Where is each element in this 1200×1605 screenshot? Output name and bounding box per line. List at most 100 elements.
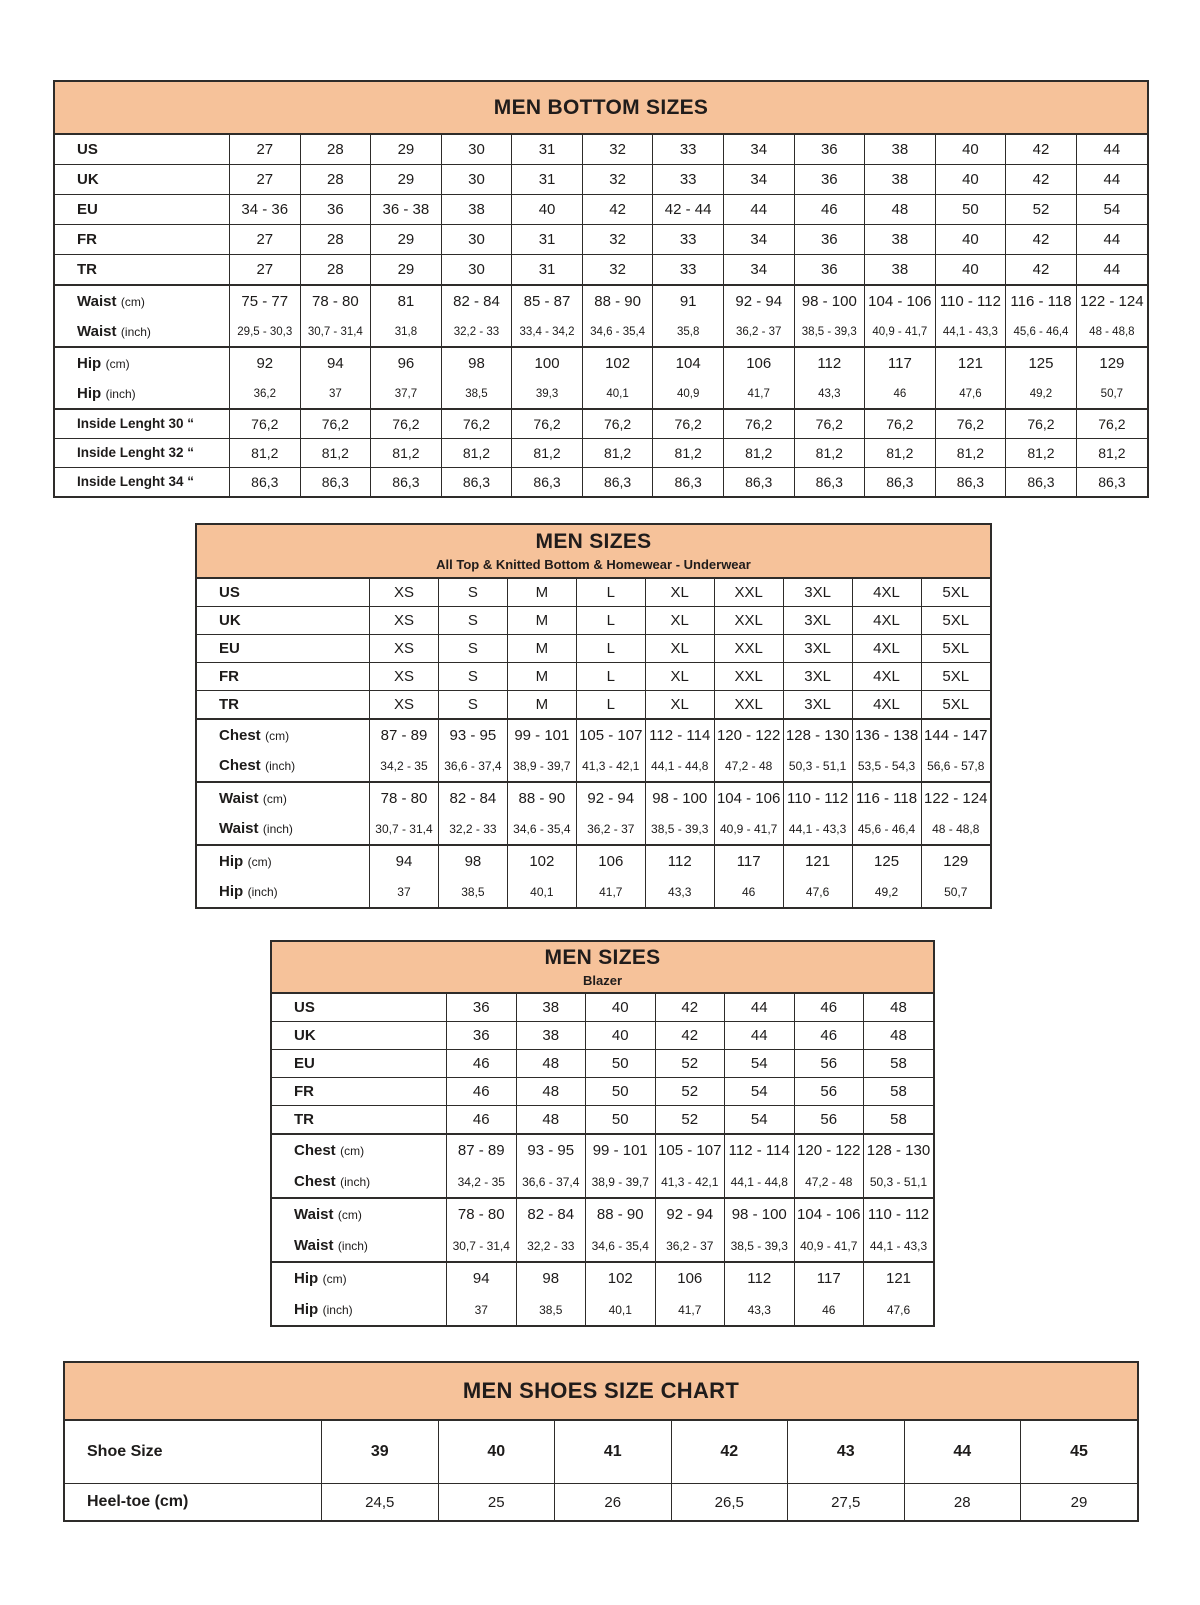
- cell-value: 42: [654, 994, 725, 1022]
- cell-value: 48: [863, 994, 933, 1022]
- cell-value: 34,2 - 35: [369, 751, 439, 782]
- cell-value: 34,6 - 35,4: [506, 814, 577, 845]
- row-label-text: Inside Lenght 30 “: [77, 416, 195, 431]
- cell-value: 44: [1075, 164, 1147, 195]
- cell-value: 34: [722, 164, 794, 195]
- cell-value: XS: [369, 634, 439, 663]
- cell-value: 36: [793, 254, 865, 285]
- cell-value: XS: [369, 606, 439, 635]
- row-label-unit: (inch): [120, 324, 151, 339]
- cell-value: 43: [787, 1421, 904, 1484]
- cell-value: 81,2: [511, 438, 583, 468]
- cell-value: XXL: [713, 634, 784, 663]
- cell-value: 31: [511, 254, 583, 285]
- cell-value: 54: [724, 1049, 794, 1078]
- cell-value: 28: [299, 164, 371, 195]
- cell-value: 44,1 - 44,8: [724, 1166, 794, 1198]
- cell-value: 43,3: [644, 877, 715, 907]
- row-label: Heel-toe (cm): [65, 1483, 322, 1520]
- cell-value: 36,6 - 37,4: [515, 1166, 586, 1198]
- cell-value: 88 - 90: [506, 781, 577, 814]
- cell-value: 54: [724, 1077, 794, 1106]
- cell-value: 98: [515, 1261, 586, 1294]
- cell-value: 38,9 - 39,7: [585, 1166, 655, 1198]
- cell-value: S: [437, 690, 508, 719]
- cell-value: 44: [1075, 224, 1147, 255]
- table-row-fr: FR 27 28 29 30 31 32 33 34 36 38 40 42 44: [55, 224, 1147, 255]
- cell-value: 136 - 138: [851, 718, 921, 751]
- cell-value: 40: [934, 164, 1006, 195]
- cell-value: 94: [299, 346, 371, 379]
- cell-value: 44,1 - 43,3: [782, 814, 853, 845]
- cell-value: 34,2 - 35: [446, 1166, 516, 1198]
- cell-value: 38: [864, 254, 936, 285]
- table-row-tr: TR 46 48 50 52 54 56 58: [272, 1105, 933, 1134]
- row-label: US: [55, 135, 230, 165]
- row-label: Chest (inch): [197, 751, 370, 782]
- cell-value: 47,2 - 48: [713, 751, 784, 782]
- cell-value: 40: [511, 194, 583, 225]
- cell-value: 33: [652, 224, 724, 255]
- cell-value: 81,2: [440, 438, 512, 468]
- table-body: Shoe Size 39 40 41 42 43 44 45 Heel-toe (cm) 24,5…: [65, 1421, 1137, 1520]
- cell-value: 58: [863, 1077, 933, 1106]
- cell-value: 47,6: [934, 379, 1006, 409]
- table-row-waist-cm: Waist (cm) 78 - 80 82 - 84 88 - 90 92 - 94 98…: [197, 781, 990, 814]
- cell-value: 38,5: [440, 379, 512, 409]
- cell-value: 31: [511, 164, 583, 195]
- cell-value: 52: [654, 1105, 725, 1134]
- cell-value: 32: [581, 135, 653, 165]
- cell-value: 38: [864, 135, 936, 165]
- cell-value: 104 - 106: [793, 1197, 864, 1230]
- row-label-unit: (inch): [262, 822, 293, 836]
- cell-value: 129: [1075, 346, 1147, 379]
- cell-value: 29,5 - 30,3: [229, 317, 301, 347]
- table-row-us: US XS S M L XL XXL 3XL 4XL 5XL: [197, 579, 990, 607]
- cell-value: 32: [581, 224, 653, 255]
- cell-value: 94: [446, 1261, 516, 1294]
- cell-value: 27: [229, 224, 301, 255]
- cell-value: 76,2: [1075, 408, 1147, 439]
- cell-value: 44: [722, 194, 794, 225]
- cell-value: 93 - 95: [515, 1133, 586, 1166]
- cell-value: 56,6 - 57,8: [920, 751, 990, 782]
- cell-value: XS: [369, 662, 439, 691]
- cell-value: 27: [229, 254, 301, 285]
- row-label-unit: (cm): [340, 1143, 365, 1158]
- table-row-chest-cm: Chest (cm) 87 - 89 93 - 95 99 - 101 105 - 10…: [272, 1133, 933, 1166]
- cell-value: 41,7: [654, 1294, 725, 1325]
- row-label-text: Hip: [77, 384, 102, 402]
- cell-value: 87 - 89: [369, 718, 439, 751]
- cell-value: 31: [511, 224, 583, 255]
- cell-value: 5XL: [920, 606, 990, 635]
- cell-value: 99 - 101: [585, 1133, 655, 1166]
- row-label-text: FR: [77, 230, 97, 248]
- cell-value: XXL: [713, 579, 784, 607]
- cell-value: 30,7 - 31,4: [369, 814, 439, 845]
- men-sizes-blazer-table: MEN SIZES Blazer US 36 38 40 42 44 46 48 UK 36 38 4…: [270, 940, 935, 1327]
- table-row-fr: FR XS S M L XL XXL 3XL 4XL 5XL: [197, 662, 990, 691]
- row-label: Hip (cm): [272, 1261, 447, 1294]
- cell-value: 81,2: [722, 438, 794, 468]
- cell-value: 45,6 - 46,4: [1005, 317, 1077, 347]
- cell-value: 40: [934, 135, 1006, 165]
- row-label: EU: [55, 194, 230, 225]
- table-subtitle: Blazer: [582, 973, 623, 988]
- cell-value: 4XL: [851, 606, 921, 635]
- table-row-tr: TR XS S M L XL XXL 3XL 4XL 5XL: [197, 690, 990, 719]
- row-label-text: Waist: [77, 292, 117, 310]
- row-label-unit: (inch): [337, 1238, 368, 1253]
- row-label: Chest (cm): [272, 1133, 447, 1166]
- cell-value: 29: [370, 224, 442, 255]
- table-header-band: MEN SHOES SIZE CHART: [65, 1363, 1137, 1421]
- cell-value: 47,6: [782, 877, 853, 907]
- cell-value: 144 - 147: [920, 718, 990, 751]
- cell-value: 81,2: [652, 438, 724, 468]
- cell-value: 81,2: [864, 438, 936, 468]
- cell-value: 45,6 - 46,4: [851, 814, 921, 845]
- row-label: UK: [197, 606, 370, 635]
- size-grid: Shoe Size 39 40 41 42 43 44 45 Heel-toe (cm) 24,5…: [65, 1421, 1137, 1520]
- cell-value: 38: [864, 224, 936, 255]
- cell-value: XL: [644, 579, 715, 607]
- cell-value: 50: [585, 1077, 655, 1106]
